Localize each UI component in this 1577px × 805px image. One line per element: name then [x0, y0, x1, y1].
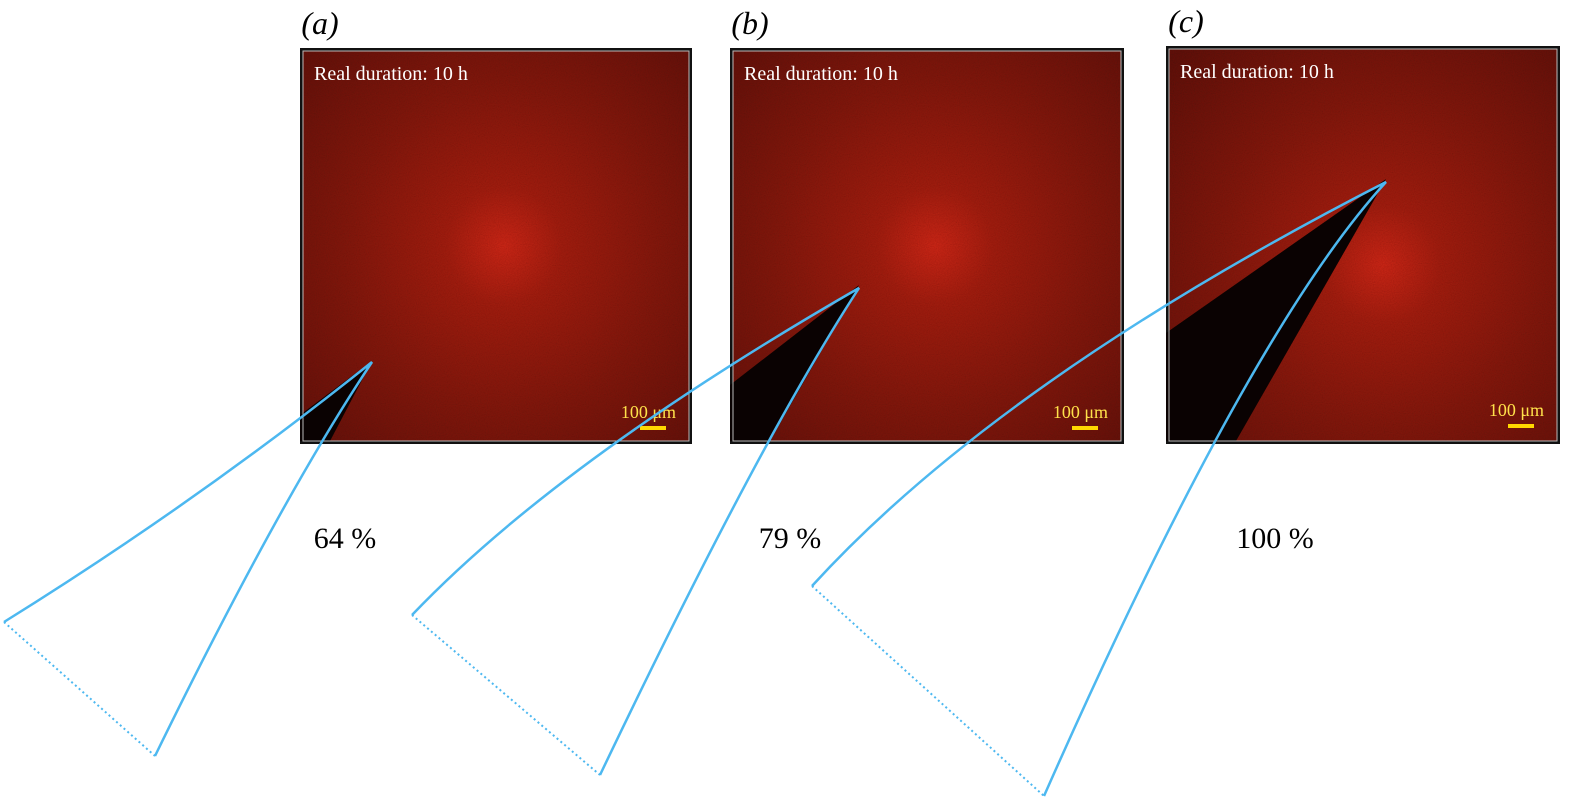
- image-border: [732, 50, 1122, 442]
- panel-label: (c): [1168, 3, 1204, 39]
- needle-base: [3, 621, 156, 757]
- image-border: [302, 50, 690, 442]
- scale-label: 100 μm: [621, 402, 676, 422]
- panel: (a) Real duration: 10 h 100 μm 64 %: [3, 5, 692, 757]
- panel: (c) Real duration: 10 h 100 μm 100 %: [811, 3, 1560, 797]
- panel-label: (a): [301, 5, 338, 41]
- percent-label: 64 %: [314, 522, 377, 555]
- needle-shadow: [300, 361, 372, 441]
- needle-outline: [811, 180, 1387, 797]
- scale-bar: [640, 426, 666, 430]
- caption: Real duration: 10 h: [1180, 61, 1334, 83]
- scale-label: 100 μm: [1053, 402, 1108, 422]
- needle-shadow: [730, 285, 859, 441]
- micrograph: [300, 51, 689, 441]
- needle-base: [411, 614, 601, 776]
- scale-bar: [1072, 426, 1098, 430]
- micrograph: [730, 51, 1121, 441]
- noise: [303, 51, 689, 441]
- panel-label: (b): [731, 5, 768, 41]
- percent-label: 79 %: [759, 522, 822, 555]
- caption: Real duration: 10 h: [314, 63, 468, 85]
- micrograph: [1166, 49, 1557, 441]
- caption: Real duration: 10 h: [744, 63, 898, 85]
- needle-outline: [3, 361, 374, 757]
- scale-label: 100 μm: [1489, 400, 1544, 420]
- needle-outline: [411, 286, 861, 776]
- panels: (a) Real duration: 10 h 100 μm 64 % (b) Real …: [3, 3, 1560, 797]
- needle-base: [811, 585, 1045, 797]
- image-border: [1168, 48, 1558, 442]
- scale-bar: [1508, 424, 1534, 428]
- needle-shadow: [1166, 179, 1386, 441]
- percent-label: 100 %: [1236, 522, 1314, 555]
